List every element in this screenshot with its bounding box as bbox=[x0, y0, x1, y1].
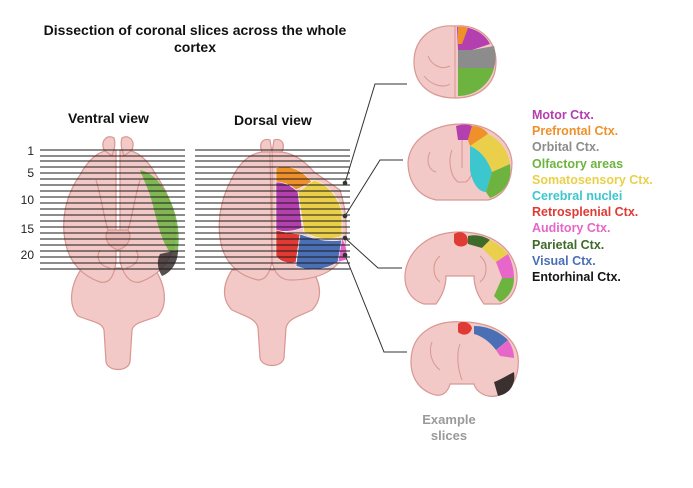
legend-item: Entorhinal Ctx. bbox=[532, 270, 621, 285]
dorsal-view-title: Dorsal view bbox=[234, 112, 312, 128]
legend-item: Orbital Ctx. bbox=[532, 140, 600, 155]
legend-item: Somatosensory Ctx. bbox=[532, 172, 653, 187]
example-slices-label: Example slices bbox=[422, 412, 476, 443]
example-slice-3 bbox=[404, 231, 518, 305]
slice-connectors bbox=[342, 83, 407, 353]
slice-tick-20: 20 bbox=[20, 248, 34, 262]
ventral-olfactory-region bbox=[140, 170, 179, 252]
slice-tick-1: 1 bbox=[27, 144, 34, 158]
example-slice-4 bbox=[410, 321, 519, 397]
slice-tick-5: 5 bbox=[27, 166, 34, 180]
legend-item: Retrosplenial Ctx. bbox=[532, 205, 639, 220]
slice-tick-10: 10 bbox=[20, 193, 34, 207]
dorsal-region-map bbox=[275, 166, 348, 270]
legend-item: Parietal Ctx. bbox=[532, 237, 605, 252]
legend-item: Auditory Ctx. bbox=[532, 221, 611, 236]
legend-item: Motor Ctx. bbox=[532, 108, 594, 122]
legend-item: Visual Ctx. bbox=[532, 253, 596, 268]
legend-item: Cerebral nuclei bbox=[532, 189, 623, 204]
example-slice-1 bbox=[413, 25, 497, 99]
ventral-view-title: Ventral view bbox=[68, 110, 149, 126]
region-legend: Motor Ctx. Prefrontal Ctx. Orbital Ctx. Olf… bbox=[532, 107, 653, 285]
slice-tick-15: 15 bbox=[20, 222, 34, 236]
legend-item: Prefrontal Ctx. bbox=[532, 124, 619, 139]
legend-item: Olfactory areas bbox=[532, 156, 624, 171]
ventral-brain bbox=[63, 136, 176, 371]
example-slice-2 bbox=[407, 123, 513, 201]
figure-title: Dissection of coronal slices across the … bbox=[43, 22, 347, 55]
slice-lines bbox=[40, 149, 350, 270]
